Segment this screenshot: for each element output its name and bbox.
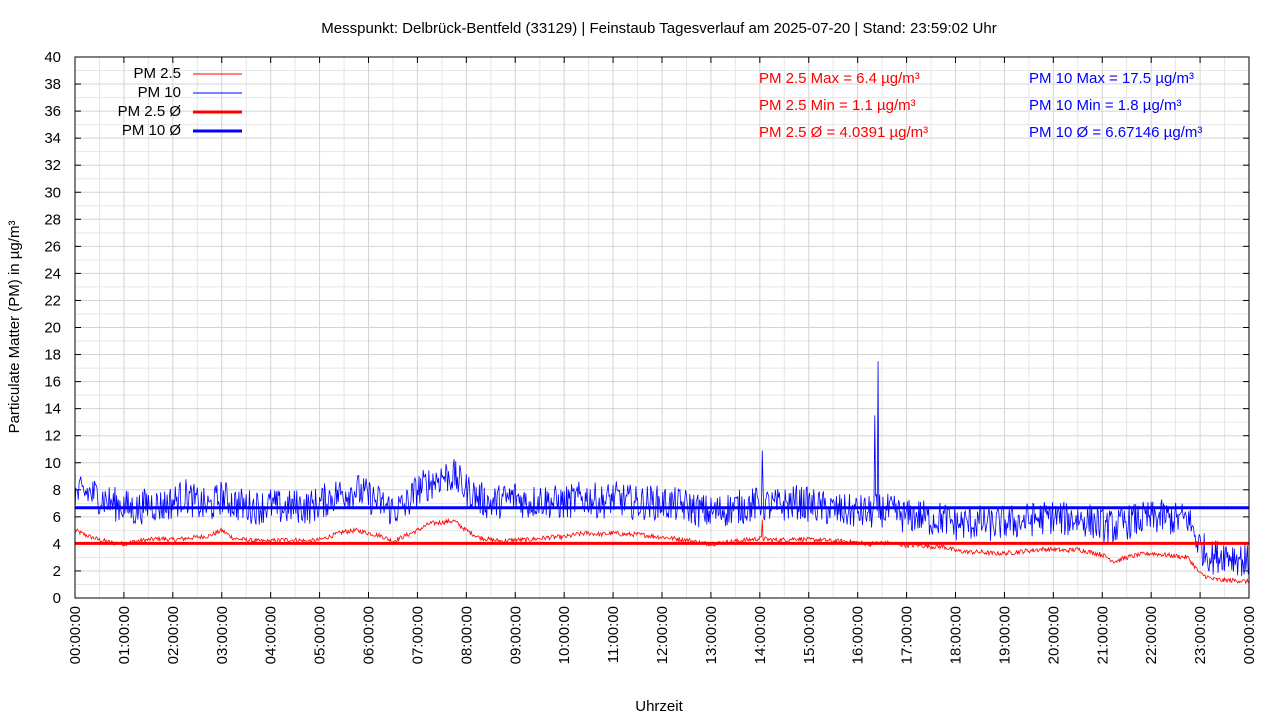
y-tick-label: 38 <box>44 76 61 93</box>
x-tick-label: 15:00:00 <box>801 606 818 664</box>
x-tick-label: 11:00:00 <box>605 606 622 663</box>
x-tick-label: 00:00:00 <box>67 606 84 664</box>
y-tick-label: 4 <box>53 536 61 553</box>
y-tick-label: 12 <box>44 428 61 445</box>
y-tick-label: 34 <box>44 130 61 147</box>
x-tick-label: 20:00:00 <box>1045 606 1062 664</box>
x-tick-label: 14:00:00 <box>752 606 769 664</box>
y-tick-label: 20 <box>44 320 61 337</box>
x-ticks: 00:00:00 01:00:00 02:00:00 03:00:00 04:00:00… <box>67 57 1258 664</box>
series-line-pm-10 <box>74 361 1250 577</box>
x-tick-label: 16:00:00 <box>850 606 867 664</box>
y-tick-label: 14 <box>44 401 61 418</box>
x-tick-label: 18:00:00 <box>948 606 965 664</box>
y-tick-label: 18 <box>44 347 61 364</box>
x-tick-label: 02:00:00 <box>165 606 182 664</box>
y-tick-label: 2 <box>53 563 61 580</box>
x-tick-label: 17:00:00 <box>899 606 916 664</box>
y-tick-label: 10 <box>44 455 61 472</box>
y-tick-label: 28 <box>44 211 61 228</box>
y-tick-label: 32 <box>44 157 61 174</box>
stats-annotations: PM 2.5 Max = 6.4 µg/m³ PM 2.5 Min = 1.1 µ… <box>759 70 1202 141</box>
x-tick-label: 13:00:00 <box>703 606 720 664</box>
y-tick-label: 40 <box>44 49 61 66</box>
y-tick-label: 30 <box>44 184 61 201</box>
series-lines <box>74 361 1250 585</box>
x-tick-label: 06:00:00 <box>361 606 378 664</box>
legend: PM 2.5 PM 10 PM 2.5 Ø PM 10 Ø <box>118 65 242 139</box>
plot-frame <box>74 56 1250 599</box>
x-tick-label: 07:00:00 <box>409 606 426 664</box>
x-tick-label: 04:00:00 <box>263 606 280 664</box>
y-tick-label: 0 <box>53 590 61 607</box>
y-tick-label: 8 <box>53 482 61 499</box>
x-tick-label: 08:00:00 <box>458 606 475 664</box>
y-tick-label: 36 <box>44 103 61 120</box>
x-tick-label: 23:00:00 <box>1192 606 1209 664</box>
x-tick-label: 00:00:00 <box>1241 606 1258 664</box>
x-tick-label: 01:00:00 <box>116 606 133 664</box>
x-tick-label: 03:00:00 <box>214 606 231 664</box>
y-tick-label: 6 <box>53 509 61 526</box>
x-tick-label: 10:00:00 <box>556 606 573 664</box>
stat-pm25-min: PM 2.5 Min = 1.1 µg/m³ <box>759 97 916 114</box>
x-tick-label: 21:00:00 <box>1094 606 1111 664</box>
x-axis-label: Uhrzeit <box>635 698 683 715</box>
stat-pm10-avg: PM 10 Ø = 6.67146 µg/m³ <box>1029 124 1202 141</box>
stat-pm25-avg: PM 2.5 Ø = 4.0391 µg/m³ <box>759 124 928 141</box>
legend-label-pm25-avg: PM 2.5 Ø <box>118 103 182 120</box>
y-tick-label: 22 <box>44 292 61 309</box>
x-tick-label: 19:00:00 <box>996 606 1013 664</box>
legend-label-pm10: PM 10 <box>138 84 181 101</box>
stat-pm10-max: PM 10 Max = 17.5 µg/m³ <box>1029 70 1194 87</box>
y-axis-label: Particulate Matter (PM) in µg/m³ <box>6 221 23 434</box>
y-tick-label: 24 <box>44 265 61 282</box>
y-tick-label: 26 <box>44 238 61 255</box>
y-tick-label: 16 <box>44 374 61 391</box>
x-tick-label: 09:00:00 <box>507 606 524 664</box>
x-tick-label: 05:00:00 <box>312 606 329 664</box>
stat-pm10-min: PM 10 Min = 1.8 µg/m³ <box>1029 97 1181 114</box>
x-tick-label: 22:00:00 <box>1143 606 1160 664</box>
legend-label-pm25: PM 2.5 <box>133 65 181 82</box>
x-tick-label: 12:00:00 <box>654 606 671 664</box>
legend-label-pm10-avg: PM 10 Ø <box>122 122 182 139</box>
stat-pm25-max: PM 2.5 Max = 6.4 µg/m³ <box>759 70 920 87</box>
chart-title: Messpunkt: Delbrück-Bentfeld (33129) | F… <box>321 20 996 37</box>
